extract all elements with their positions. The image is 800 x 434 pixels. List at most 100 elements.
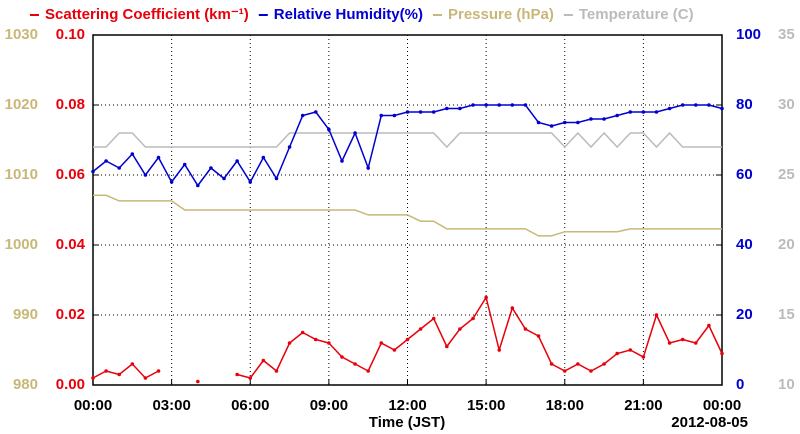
date-label: 2012-08-05 <box>671 414 748 431</box>
data-point <box>523 327 528 331</box>
data-point <box>313 337 318 342</box>
y3-tick-label: 1000 <box>5 236 38 253</box>
data-point <box>589 369 593 373</box>
data-point <box>418 327 423 331</box>
y4-tick-label: 20 <box>778 236 795 253</box>
x-tick-label: 06:00 <box>231 397 269 414</box>
x-tick-label: 09:00 <box>310 397 348 414</box>
data-point <box>458 106 462 111</box>
data-point <box>91 169 95 174</box>
y2-tick-label: 60 <box>736 166 753 183</box>
x-tick-label: 15:00 <box>467 397 505 414</box>
data-point <box>392 113 397 118</box>
data-point <box>156 155 161 160</box>
data-point <box>484 103 488 107</box>
data-point <box>458 327 462 331</box>
y4-tick-label: 25 <box>778 166 795 183</box>
data-point <box>641 355 646 359</box>
data-point <box>431 110 436 114</box>
y2-tick-label: 40 <box>736 236 753 253</box>
data-point <box>196 183 200 188</box>
data-point <box>327 341 331 345</box>
data-point <box>431 316 436 321</box>
y-tick-label: 0.10 <box>56 26 85 43</box>
data-point <box>300 330 305 335</box>
data-point <box>248 180 253 184</box>
data-point <box>445 106 449 111</box>
data-point <box>667 106 672 111</box>
data-point <box>720 106 724 111</box>
data-point <box>287 145 292 149</box>
data-point <box>379 113 384 118</box>
data-point <box>156 369 161 373</box>
data-point <box>523 103 528 107</box>
data-point <box>169 180 174 184</box>
data-point <box>104 159 108 163</box>
data-point <box>340 159 344 163</box>
data-point <box>549 124 554 128</box>
data-point <box>562 120 567 125</box>
data-point <box>261 358 266 363</box>
data-point <box>576 120 580 125</box>
data-point <box>654 110 659 114</box>
data-point <box>222 176 226 181</box>
data-point <box>117 372 122 377</box>
data-point <box>680 103 685 107</box>
data-point <box>104 369 108 373</box>
y2-tick-label: 0 <box>736 376 744 393</box>
data-point <box>379 341 384 345</box>
data-point <box>248 376 253 380</box>
data-point <box>418 110 423 114</box>
data-point <box>274 176 279 181</box>
data-point <box>366 166 370 170</box>
data-point <box>405 110 410 114</box>
data-point <box>576 362 580 366</box>
data-point <box>274 369 279 373</box>
y4-tick-label: 30 <box>778 96 795 113</box>
data-point <box>654 313 659 317</box>
x-tick-label: 21:00 <box>624 397 662 414</box>
y4-tick-label: 35 <box>778 26 795 43</box>
data-point <box>589 117 593 121</box>
data-point <box>680 337 685 342</box>
legend-label: Relative Humidity(%) <box>274 6 423 23</box>
y3-tick-label: 1010 <box>5 166 38 183</box>
y2-tick-label: 80 <box>736 96 753 113</box>
data-point <box>366 369 370 373</box>
y3-tick-label: 1020 <box>5 96 38 113</box>
data-point <box>353 362 357 366</box>
data-point <box>235 372 239 377</box>
y-tick-label: 0.04 <box>56 236 86 253</box>
data-point <box>562 369 567 373</box>
x-tick-label: 00:00 <box>703 397 741 414</box>
data-point <box>693 103 698 107</box>
data-point <box>720 351 724 356</box>
data-point <box>471 103 475 107</box>
series-line <box>93 131 722 149</box>
data-point <box>209 166 213 170</box>
data-point <box>615 113 619 118</box>
data-point <box>667 341 672 345</box>
data-point <box>340 355 344 359</box>
x-tick-label: 03:00 <box>152 397 190 414</box>
y4-tick-label: 10 <box>778 376 795 393</box>
x-tick-label: 12:00 <box>388 397 426 414</box>
y3-tick-label: 980 <box>13 376 38 393</box>
data-point <box>628 348 633 352</box>
data-point <box>91 376 95 380</box>
data-point <box>693 341 698 345</box>
data-point <box>602 362 606 366</box>
data-point <box>405 337 410 342</box>
data-point <box>392 348 397 352</box>
series-line <box>93 194 722 237</box>
data-point <box>536 120 541 125</box>
data-point <box>353 131 357 135</box>
data-point <box>445 344 449 349</box>
data-point <box>300 113 305 118</box>
data-point <box>484 295 488 300</box>
data-point <box>497 103 502 107</box>
data-point <box>327 127 331 132</box>
y4-tick-label: 15 <box>778 306 795 323</box>
data-point <box>510 103 515 107</box>
